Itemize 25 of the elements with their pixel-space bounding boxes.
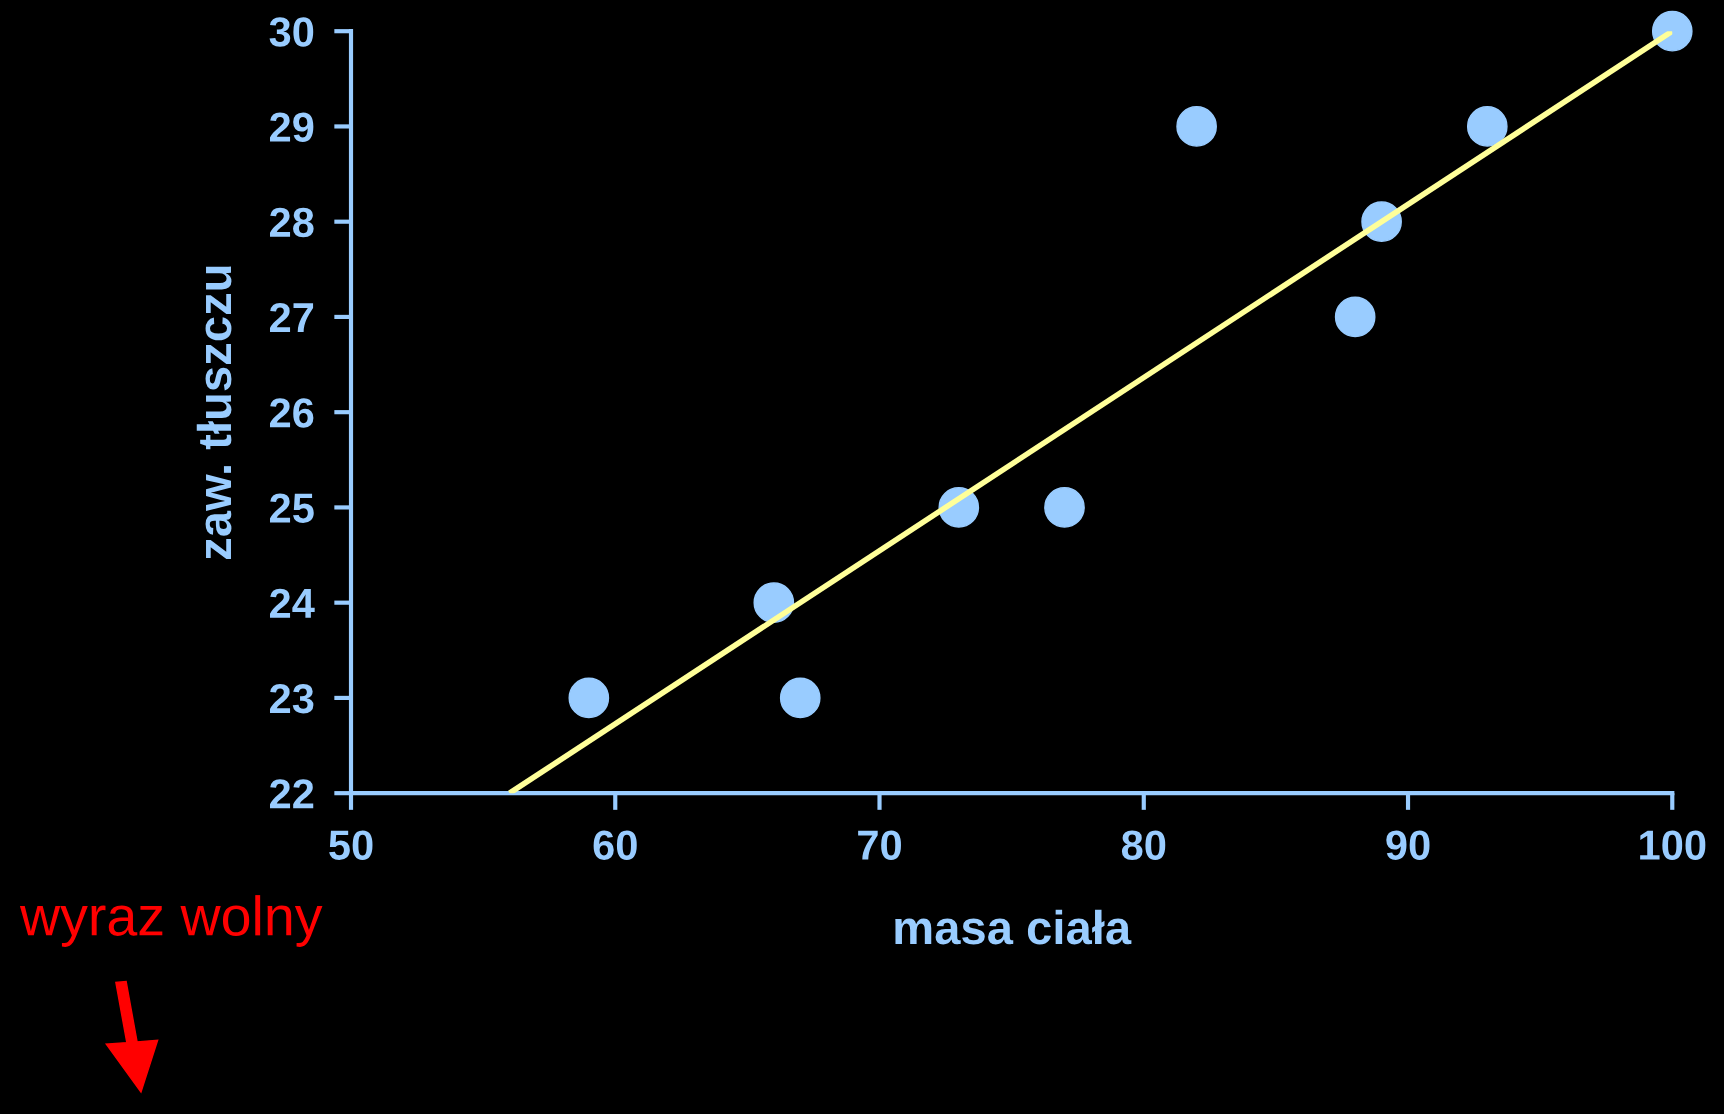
x-tick-label: 60 bbox=[593, 830, 637, 860]
x-tick-label: 70 bbox=[858, 830, 901, 860]
y-tick-label: 27 bbox=[270, 302, 314, 333]
y-tick-label: 24 bbox=[270, 588, 315, 618]
point bbox=[1651, 10, 1693, 52]
point bbox=[1466, 106, 1508, 147]
point bbox=[1044, 487, 1085, 528]
point bbox=[779, 677, 821, 719]
x-tick-label: 100 bbox=[1640, 830, 1706, 860]
y-tick-label: 28 bbox=[270, 207, 314, 238]
point bbox=[568, 677, 610, 719]
y-tick-label: 29 bbox=[270, 112, 314, 142]
y-tick-label: 26 bbox=[270, 398, 314, 428]
x-tick-label: 50 bbox=[329, 830, 373, 860]
x-tick-label: 90 bbox=[1386, 830, 1430, 860]
y-tick-label: 25 bbox=[270, 493, 314, 523]
y-tick-label: 22 bbox=[270, 779, 314, 809]
point bbox=[1176, 106, 1217, 147]
point bbox=[1334, 296, 1376, 338]
text: wyraz wolny bbox=[19, 895, 323, 947]
y-tick-label: 23 bbox=[270, 683, 314, 714]
x-tick-label: 80 bbox=[1121, 830, 1166, 860]
y-tick-label: 30 bbox=[269, 17, 314, 47]
y-axis-title: zaw. tłuszczu bbox=[196, 266, 232, 559]
x-axis-title: masa ciała bbox=[895, 909, 1132, 945]
